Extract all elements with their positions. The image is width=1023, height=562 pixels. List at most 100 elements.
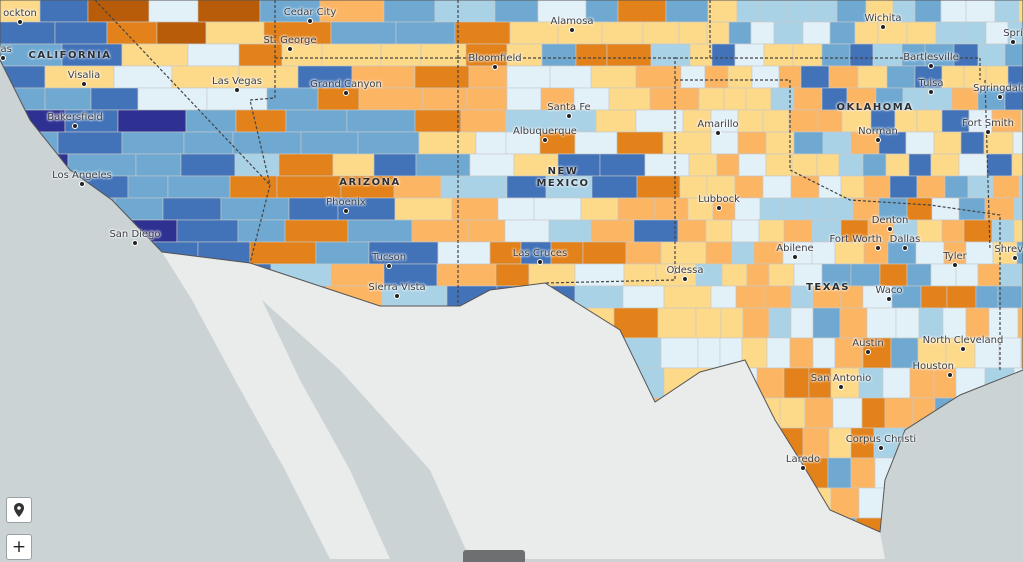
county[interactable] — [437, 241, 491, 265]
county[interactable] — [773, 21, 804, 45]
county[interactable] — [127, 175, 169, 199]
county[interactable] — [849, 43, 874, 67]
county[interactable] — [422, 87, 468, 111]
county[interactable] — [436, 263, 497, 287]
county[interactable] — [955, 263, 979, 287]
county[interactable] — [590, 65, 637, 89]
county[interactable] — [506, 87, 542, 111]
county[interactable] — [595, 109, 637, 133]
county[interactable] — [840, 175, 865, 199]
county[interactable] — [759, 197, 783, 221]
county[interactable] — [549, 65, 592, 89]
county[interactable] — [167, 175, 231, 199]
county[interactable] — [933, 367, 957, 399]
county[interactable] — [1011, 153, 1023, 177]
county[interactable] — [106, 21, 158, 45]
county[interactable] — [185, 109, 237, 133]
county[interactable] — [790, 307, 814, 339]
county[interactable] — [805, 197, 829, 221]
county[interactable] — [763, 285, 792, 309]
county[interactable] — [909, 367, 935, 399]
county[interactable] — [935, 21, 965, 45]
county[interactable] — [742, 307, 770, 339]
county[interactable] — [762, 175, 792, 199]
county[interactable] — [941, 65, 965, 89]
county[interactable] — [790, 175, 820, 199]
county[interactable] — [237, 219, 286, 243]
county[interactable] — [623, 263, 657, 287]
county[interactable] — [827, 197, 854, 221]
county[interactable] — [850, 457, 876, 489]
county[interactable] — [839, 307, 868, 339]
county[interactable] — [711, 43, 736, 67]
county[interactable] — [636, 175, 681, 199]
county[interactable] — [988, 307, 1019, 339]
county[interactable] — [866, 307, 897, 339]
county[interactable] — [906, 21, 937, 45]
county[interactable] — [495, 263, 530, 287]
county[interactable] — [373, 153, 417, 177]
county[interactable] — [705, 241, 733, 265]
county[interactable] — [946, 285, 977, 309]
county[interactable] — [660, 337, 699, 369]
county[interactable] — [468, 65, 508, 89]
county[interactable] — [862, 153, 887, 177]
county[interactable] — [380, 43, 422, 67]
county[interactable] — [768, 307, 792, 339]
county[interactable] — [737, 109, 764, 133]
county[interactable] — [720, 307, 744, 339]
bottom-panel-handle[interactable] — [463, 550, 525, 562]
county[interactable] — [802, 427, 830, 459]
county[interactable] — [644, 153, 690, 177]
county[interactable] — [317, 87, 360, 111]
county[interactable] — [541, 43, 577, 67]
county[interactable] — [789, 337, 814, 369]
county[interactable] — [792, 43, 823, 67]
county[interactable] — [958, 197, 986, 221]
county[interactable] — [941, 219, 965, 243]
county[interactable] — [920, 285, 948, 309]
county[interactable] — [330, 21, 397, 45]
county[interactable] — [1012, 131, 1023, 155]
county[interactable] — [812, 337, 836, 369]
county[interactable] — [802, 21, 831, 45]
county[interactable] — [580, 197, 619, 221]
county[interactable] — [944, 175, 969, 199]
county[interactable] — [278, 153, 334, 177]
county[interactable] — [889, 175, 918, 199]
county[interactable] — [148, 0, 199, 23]
county[interactable] — [176, 219, 239, 243]
county[interactable] — [606, 43, 652, 67]
county[interactable] — [886, 65, 916, 89]
county[interactable] — [850, 263, 881, 287]
county[interactable] — [162, 197, 222, 221]
locate-button[interactable] — [6, 497, 32, 523]
county[interactable] — [863, 175, 891, 199]
county[interactable] — [908, 153, 932, 177]
county[interactable] — [39, 0, 89, 23]
county[interactable] — [977, 43, 1006, 67]
county[interactable] — [1020, 109, 1023, 133]
county[interactable] — [800, 65, 830, 89]
county[interactable] — [635, 109, 684, 133]
county[interactable] — [721, 263, 748, 287]
county[interactable] — [357, 131, 420, 155]
county[interactable] — [731, 219, 760, 243]
county[interactable] — [434, 0, 496, 23]
county[interactable] — [779, 397, 806, 429]
county[interactable] — [945, 337, 976, 369]
county[interactable] — [707, 0, 738, 23]
county[interactable] — [87, 0, 150, 23]
county[interactable] — [117, 109, 187, 133]
county[interactable] — [504, 219, 550, 243]
county[interactable] — [916, 109, 943, 133]
county[interactable] — [746, 263, 770, 287]
county[interactable] — [838, 153, 864, 177]
county[interactable] — [332, 153, 375, 177]
county[interactable] — [999, 263, 1023, 287]
county[interactable] — [383, 0, 436, 23]
county[interactable] — [599, 153, 646, 177]
county[interactable] — [617, 197, 656, 221]
county[interactable] — [710, 285, 737, 309]
county[interactable] — [811, 241, 836, 265]
